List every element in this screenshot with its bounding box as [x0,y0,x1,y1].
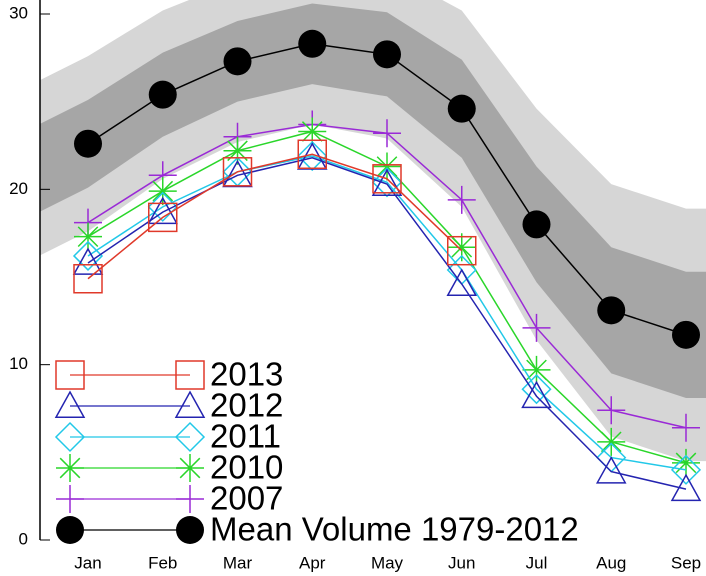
marker [522,313,551,342]
marker [297,140,328,172]
y-tick-label: 0 [19,529,28,548]
marker [447,94,476,123]
marker [522,355,551,384]
marker [521,380,552,409]
marker [56,454,84,482]
marker [222,157,253,187]
marker [223,47,252,76]
marker [148,80,177,109]
marker [672,448,700,477]
marker [54,390,86,418]
marker [521,374,552,405]
marker [371,167,403,198]
marker [54,421,86,453]
marker [522,210,551,239]
marker [74,129,102,158]
marker [147,196,179,225]
band [40,3,706,398]
marker [372,164,402,194]
marker [447,235,477,266]
x-tick-label: Feb [148,553,177,572]
series-line [87,156,687,490]
x-tick-label: May [371,553,404,572]
legend-label: 2012 [210,387,283,424]
plot-area [40,0,706,502]
marker [73,264,103,294]
marker [373,152,401,181]
marker [56,485,84,513]
marker [597,296,626,325]
y-tick-label: 30 [9,3,28,22]
marker [222,159,253,188]
y-tick-label: 20 [9,179,28,198]
marker [371,168,403,197]
marker [298,117,327,146]
marker [72,247,104,275]
legend-label: Mean Volume 1979-2012 [210,511,579,548]
marker [55,360,85,390]
marker [447,185,476,214]
marker [174,421,206,453]
marker [446,268,478,296]
marker [175,360,205,390]
x-tick-label: Mar [223,553,253,572]
marker [597,396,626,425]
marker [373,119,401,148]
marker [447,233,476,262]
marker [373,40,401,69]
legend-label: 2007 [210,480,283,517]
marker [298,29,327,58]
marker [670,454,702,485]
marker [174,390,206,418]
legend-label: 2010 [210,449,283,486]
marker [74,222,102,251]
marker [56,516,84,544]
marker [672,413,700,442]
x-tick-label: Jun [448,553,475,572]
marker [672,320,700,349]
y-tick-label: 10 [9,354,28,373]
marker [147,191,178,222]
marker [176,516,204,544]
legend-label: 2011 [210,418,281,455]
x-tick-label: Sep [671,553,701,572]
marker [148,177,177,206]
axes: 0 10 20 30 Jan Feb Mar Apr May Jun Jul Aug Sep [9,0,701,572]
series-line [87,153,463,280]
marker [176,485,204,513]
marker [597,427,626,456]
marker [176,454,204,482]
x-tick-label: Apr [299,553,326,572]
x-tick-label: Jan [74,553,101,572]
marker [595,456,627,484]
series-line [87,155,687,471]
marker [670,473,702,502]
marker [148,202,178,233]
x-tick-label: Aug [596,553,626,572]
legend-label: 2013 [210,356,283,393]
marker [223,136,252,165]
x-tick-label: Jul [526,553,548,572]
marker [297,139,327,170]
marker [72,240,104,272]
